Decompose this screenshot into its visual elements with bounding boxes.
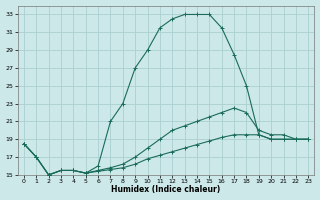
X-axis label: Humidex (Indice chaleur): Humidex (Indice chaleur) — [111, 185, 221, 194]
